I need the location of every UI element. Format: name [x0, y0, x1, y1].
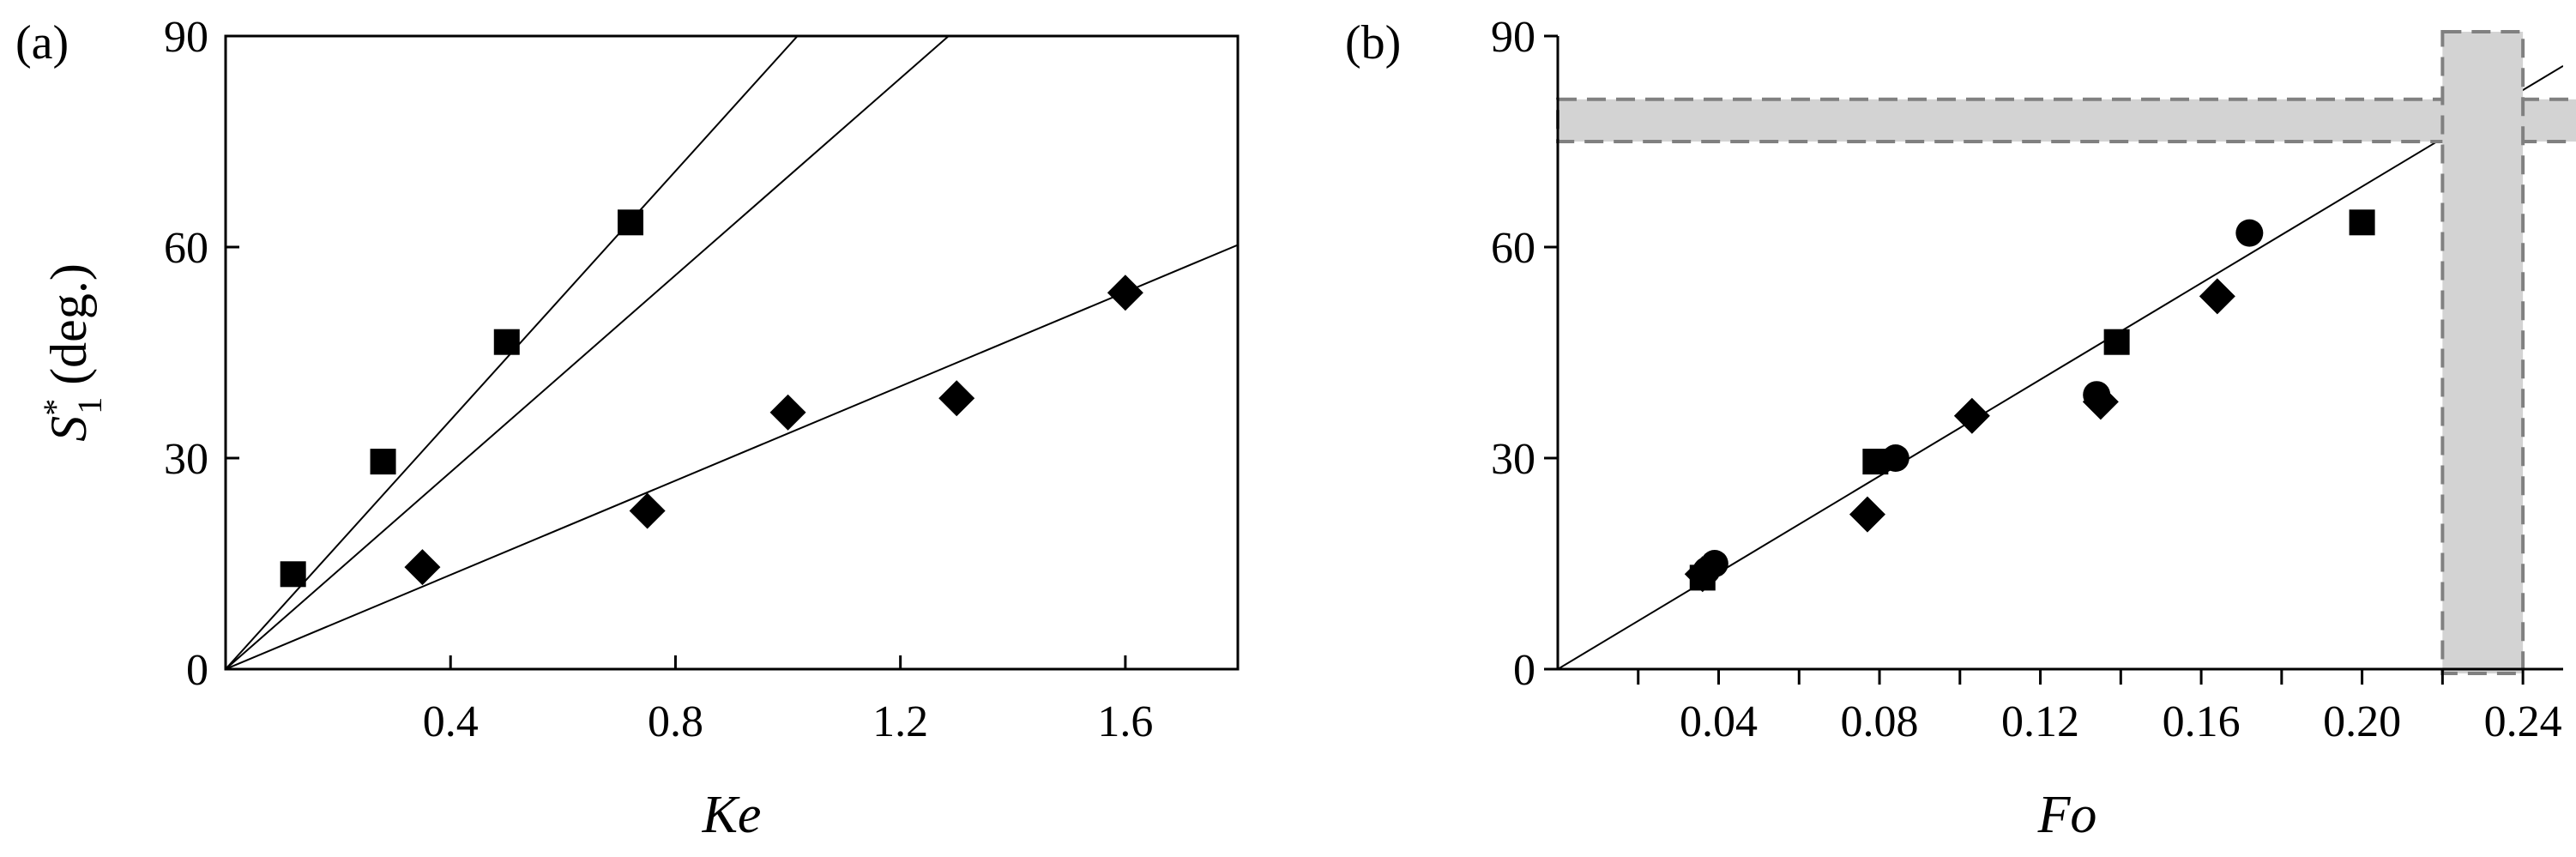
fit-line-0 [226, 36, 799, 669]
x-tick-label: 1.2 [872, 697, 928, 746]
y-axis-subscript: 1 [70, 397, 109, 414]
y-axis-symbol: S [40, 416, 97, 442]
plot-content [226, 36, 1238, 669]
diamond-point [1107, 275, 1143, 311]
y-tick-label: 90 [164, 13, 208, 62]
x-tick-label: 0.24 [2484, 697, 2562, 746]
x-tick-label: 0.20 [2323, 697, 2401, 746]
diamond-point [629, 492, 666, 529]
x-tick-label: 0.16 [2163, 697, 2241, 746]
y-tick-label: 0 [1513, 646, 1535, 695]
x-tick-label: 0.08 [1841, 697, 1919, 746]
plot-area-b: 0 30 60 90 0.04 0.08 0.12 0.16 0.20 0.24 [1491, 13, 2576, 746]
x-tick-label: 0.4 [423, 697, 479, 746]
square-point [2103, 329, 2130, 355]
y-axis-unit: (deg.) [40, 263, 97, 385]
panel-a: 0 30 60 90 0.4 0.8 1.2 1.6 (a) Ke S*1 (deg.) [15, 13, 1240, 844]
diamond-point [769, 394, 806, 431]
circle-point [1700, 550, 1728, 577]
diamond-point [938, 380, 975, 417]
x-tick-label: 0.12 [2001, 697, 2079, 746]
y-tick-label: 90 [1491, 13, 1535, 62]
horizontal-band-0 [1556, 97, 2576, 144]
diamond-point [1849, 496, 1885, 533]
square-point [618, 209, 643, 236]
diamond-point [1953, 397, 1990, 434]
square-point [2349, 209, 2375, 236]
circle-point [1881, 444, 1909, 472]
y-axis-superscript: * [36, 399, 75, 416]
panel-label-b: (b) [1345, 16, 1401, 69]
y-tick-label: 60 [164, 224, 208, 273]
fit-line-2 [226, 244, 1238, 669]
y-tick-label: 30 [164, 435, 208, 484]
square-point [370, 449, 396, 475]
x-axis-title-a: Ke [702, 786, 762, 844]
circle-point [2083, 381, 2111, 409]
circle-point [2235, 219, 2264, 247]
fit-line-1 [226, 36, 950, 669]
x-axis-title-b: Fo [2037, 786, 2097, 844]
square-point [280, 561, 306, 588]
x-tick-label: 1.6 [1097, 697, 1153, 746]
x-tick-label: 0.04 [1680, 697, 1758, 746]
x-tick-label: 0.8 [648, 697, 703, 746]
y-tick-label: 0 [186, 646, 208, 695]
y-tick-label: 60 [1491, 224, 1535, 273]
panel-b: 0 30 60 90 0.04 0.08 0.12 0.16 0.20 0.24 (b) Fo [1345, 13, 2576, 844]
y-axis-title-a: S*1 (deg.) [36, 263, 109, 442]
square-point [493, 329, 520, 355]
panel-label-a: (a) [15, 16, 69, 69]
plot-frame-a [224, 34, 1240, 671]
plot-area-a: 0 30 60 90 0.4 0.8 1.2 1.6 [164, 13, 1238, 746]
diamond-point [404, 549, 441, 586]
diamond-point [2199, 278, 2235, 315]
vertical-band-1 [2440, 30, 2525, 675]
y-tick-label: 30 [1491, 435, 1535, 484]
